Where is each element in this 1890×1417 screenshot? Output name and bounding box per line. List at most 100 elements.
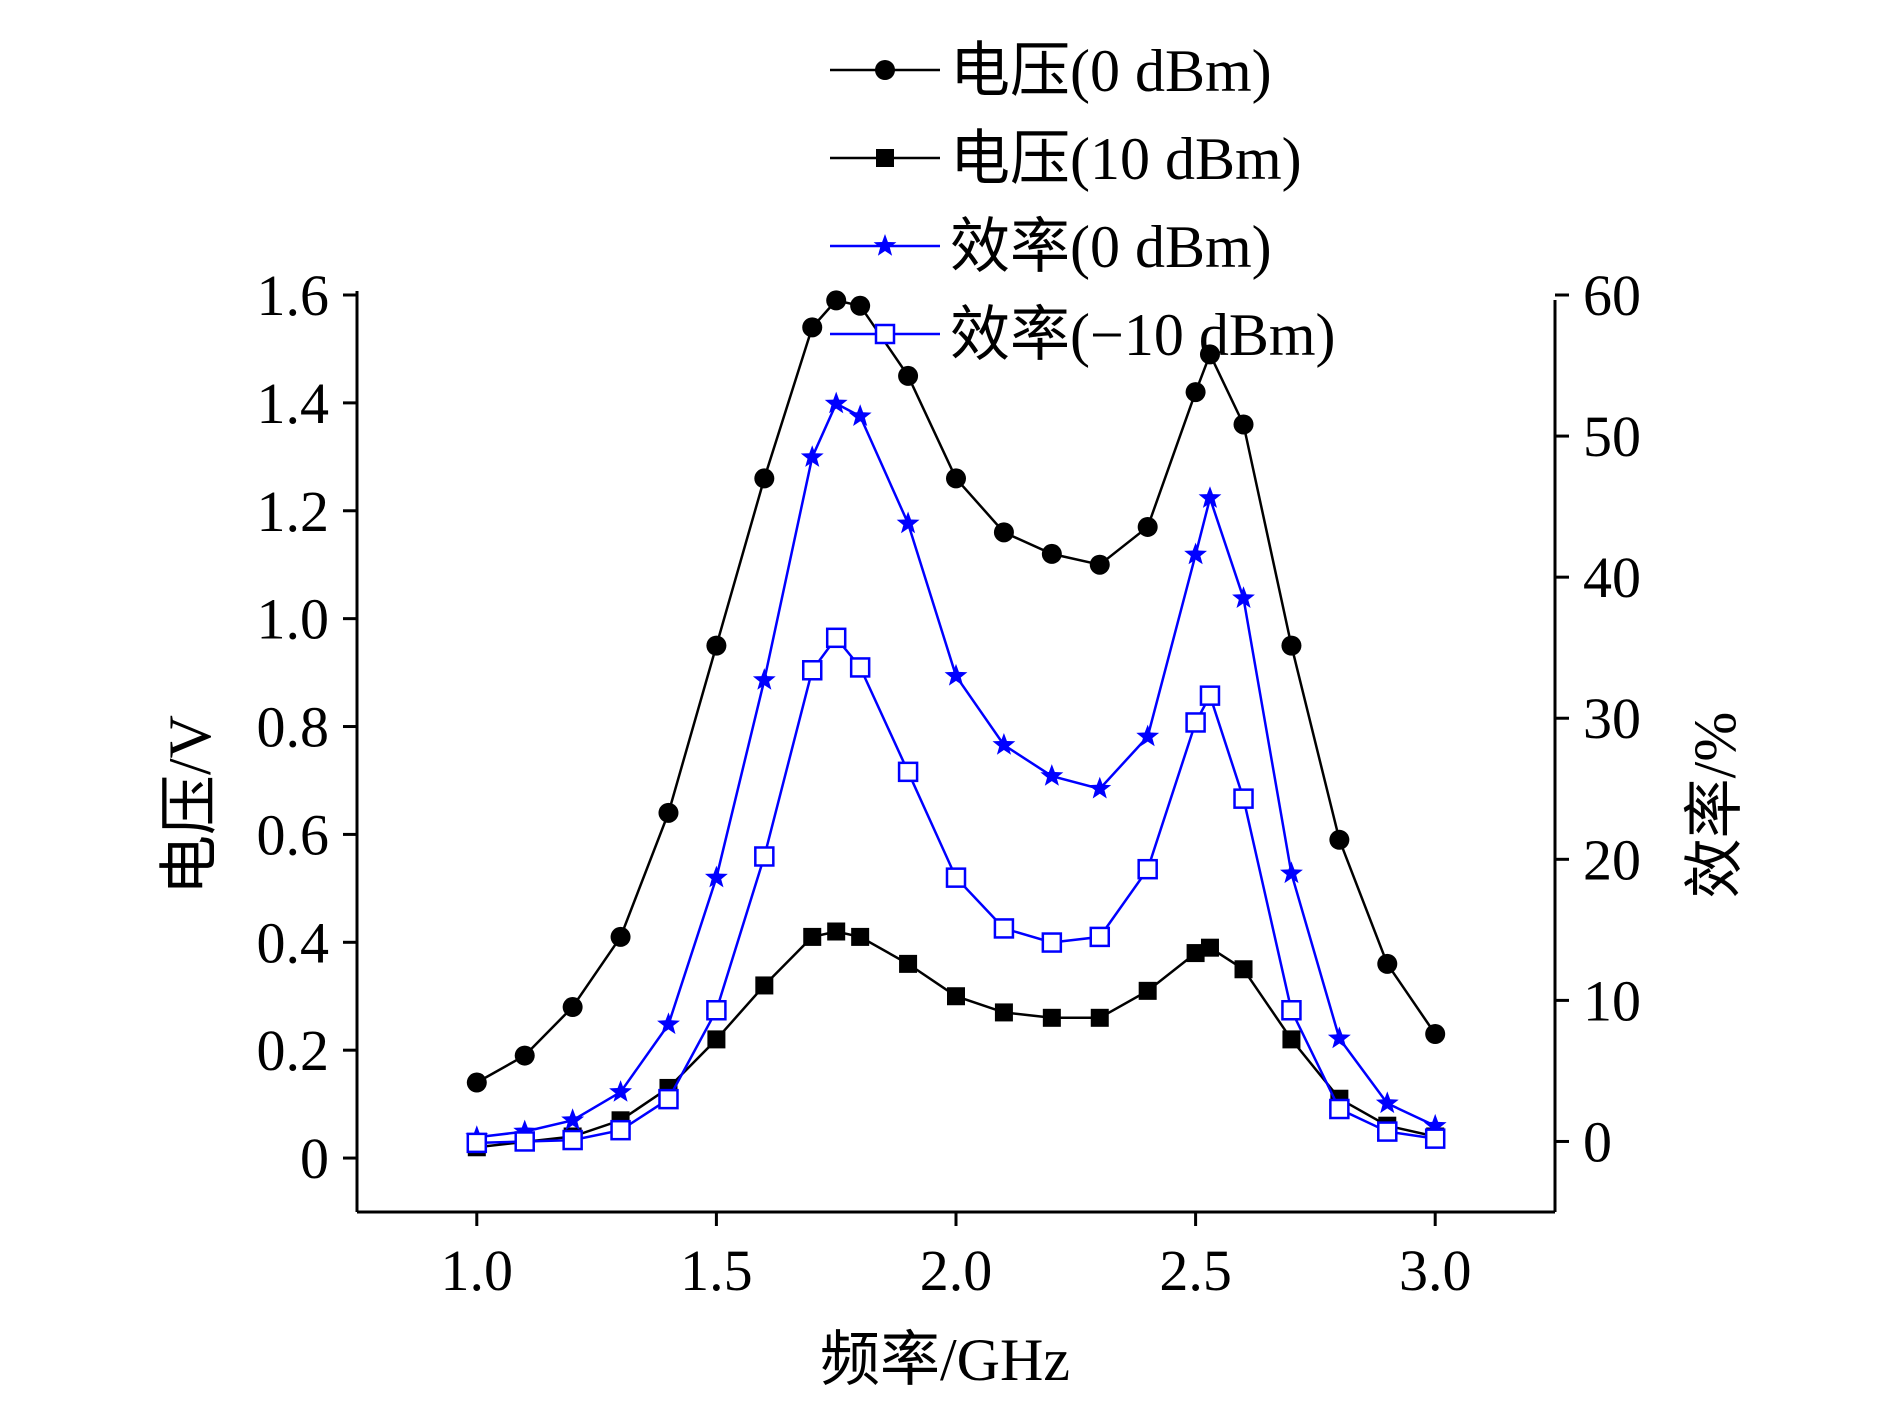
legend-marker [875,60,895,80]
data-point [947,987,965,1006]
data-point [825,627,847,649]
tick-labels: 1.0 1.5 2.0 2.5 3.0 0 0.2 0.4 0.6 0.8 1.0 1.2 1.4 1.6… [257,263,1642,1303]
series-line [476,635,1436,1145]
x-tick-label: 2.5 [1159,1238,1232,1303]
data-point [562,997,583,1018]
data-point [1185,382,1206,403]
data-point [1423,1113,1447,1136]
data-point [1281,1000,1302,1021]
data-point [802,317,823,338]
data-point [1042,1008,1061,1027]
data-point [466,1072,487,1093]
data-point [1137,858,1158,880]
data-point [1377,1121,1398,1142]
y2-tick-label: 40 [1583,545,1641,610]
data-point [754,846,775,867]
data-point [754,468,775,489]
data-point [800,445,824,467]
axis-ticks [343,293,1569,1226]
data-point [850,295,871,316]
data-point [945,867,967,888]
data-point [1233,788,1254,809]
y-tick-label: 1.2 [257,479,330,544]
data-point [1425,1023,1446,1044]
legend-item: 效率(0 dBm) [830,214,1272,280]
x-tick-label: 3.0 [1399,1238,1472,1303]
y2-tick-label: 50 [1583,404,1641,469]
data-point [1090,1008,1109,1027]
data-point [1281,635,1302,656]
data-point [610,1119,631,1141]
data-point [610,926,631,947]
data-point [897,761,919,783]
data-point [609,1080,632,1102]
legend-marker [873,234,897,256]
data-point [826,290,847,311]
y2-tick-label: 60 [1583,263,1641,328]
y-tick-label: 1.4 [257,371,330,436]
data-point [1375,1091,1399,1114]
x-tick-label: 1.0 [441,1238,514,1303]
y2-tick-label: 0 [1583,1109,1612,1174]
data-point [851,927,870,946]
data-point [514,1131,535,1152]
series-line [476,401,1436,1139]
data-point [706,635,727,656]
legend-label: 电压(10 dBm) [950,126,1302,192]
data-point [993,918,1015,939]
y2-tick-label: 30 [1583,686,1641,751]
legend-label: 效率(−10 dBm) [950,302,1336,368]
legend-label: 电压(0 dBm) [950,38,1272,104]
data-point [1089,554,1110,575]
data-point [1329,1098,1350,1120]
data-point [994,1003,1013,1022]
data-point [1184,542,1207,565]
series-line [476,299,1437,1084]
data-point [1041,543,1062,564]
data-point [706,1000,727,1021]
x-tick-label: 2.0 [920,1238,993,1303]
data-point [1424,1128,1446,1149]
data-point [1198,486,1222,508]
y-tick-label: 0.6 [257,802,330,867]
y-tick-label: 1.0 [257,587,330,652]
y-tick-label: 0.2 [257,1018,330,1083]
data-point [824,391,848,414]
y2-axis-title: 效率/% [1682,712,1748,899]
data-point [514,1045,535,1066]
series-4 [466,627,1446,1154]
legend-label: 效率(0 dBm) [950,214,1272,280]
data-point [944,663,968,686]
legend-item: 电压(0 dBm) [830,38,1272,104]
data-point [1327,1026,1351,1049]
y-tick-label: 1.6 [257,263,330,328]
data-point [658,1088,679,1110]
legend-item: 效率(−10 dBm) [830,302,1336,368]
data-point [658,802,679,823]
data-point [657,1012,680,1035]
y-tick-label: 0 [300,1126,329,1191]
data-point [992,733,1016,755]
data-point [827,922,846,941]
data-point [755,976,774,995]
data-point [1138,981,1157,1000]
data-point [1040,764,1064,786]
data-point [705,865,728,888]
data-point [801,660,823,681]
data-point [1137,516,1158,537]
data-point [562,1129,583,1151]
legend-marker [874,323,896,345]
data-point [1329,829,1350,850]
data-point [993,522,1014,543]
data-point [466,1132,488,1154]
data-point [848,404,872,426]
data-point [1089,926,1111,948]
data-point [898,365,919,386]
data-point [1234,960,1253,979]
legend-marker [876,149,894,167]
y2-tick-label: 10 [1583,968,1641,1033]
data-point [1041,932,1063,953]
data-point [1199,344,1220,365]
data-point [1282,1030,1301,1049]
